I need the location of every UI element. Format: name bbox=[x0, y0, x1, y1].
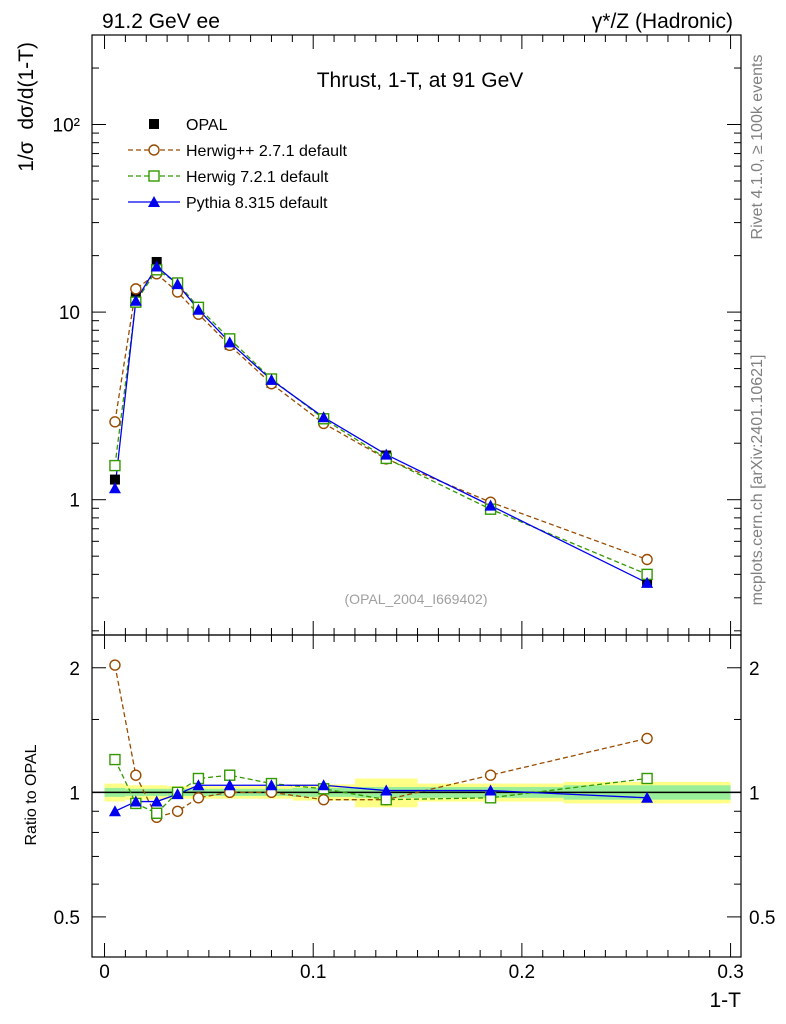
legend-label-square: Herwig 7.2.1 default bbox=[186, 169, 329, 186]
ratio-y-tick-label: 0.5 bbox=[54, 908, 80, 929]
ratio-point-triangle bbox=[641, 791, 654, 803]
series-point-circle bbox=[130, 283, 142, 295]
series-point-triangle bbox=[108, 482, 121, 494]
ratio-y-tick-label-right: 1 bbox=[749, 783, 760, 804]
ratio-point-square bbox=[380, 793, 392, 806]
series-point-triangle bbox=[129, 294, 142, 306]
legend: OPAL Herwig++ 2.7.1 default Herwig 7.2.1 d… bbox=[128, 117, 348, 212]
y-tick-label: 10² bbox=[53, 116, 80, 137]
ratio-y-tick-label: 1 bbox=[69, 783, 80, 804]
ratio-point-triangle bbox=[380, 784, 393, 796]
ratio-point-square bbox=[641, 772, 653, 785]
ratio-point-square bbox=[109, 753, 121, 766]
ratio-point-triangle bbox=[265, 779, 278, 791]
ratio-point-triangle bbox=[192, 779, 205, 791]
x-tick-label: 0.2 bbox=[509, 962, 535, 983]
series-point-triangle bbox=[484, 499, 497, 511]
ratio-point-circle bbox=[317, 793, 330, 806]
ratio-point-triangle bbox=[150, 795, 163, 807]
legend-marker-circle bbox=[148, 144, 160, 156]
mcplots-label: mcplots.cern.ch [arXiv:2401.10621] bbox=[749, 355, 766, 606]
ratio-series-layer bbox=[108, 659, 654, 824]
rivet-version-label: Rivet 4.1.0, ≥ 100k events bbox=[749, 55, 766, 240]
series-point-triangle bbox=[380, 448, 393, 460]
series-point-triangle bbox=[265, 373, 278, 385]
ratio-y-tick-label: 2 bbox=[69, 659, 80, 680]
main-series-layer bbox=[108, 256, 654, 588]
series-point-triangle bbox=[150, 260, 163, 272]
ratio-point-circle bbox=[130, 769, 142, 781]
series-point-triangle bbox=[641, 576, 654, 588]
ratio-point-triangle bbox=[171, 788, 184, 800]
ratio-point-triangle bbox=[223, 779, 236, 791]
header-right-label: γ*/Z (Hadronic) bbox=[592, 10, 733, 33]
ratio-point-triangle bbox=[108, 805, 121, 817]
ratio-y-tick-label-right: 0.5 bbox=[749, 908, 775, 929]
ratio-point-triangle bbox=[317, 779, 330, 791]
legend-label-circle: Herwig++ 2.7.1 default bbox=[186, 143, 348, 160]
ratio-point-circle bbox=[171, 805, 184, 817]
series-point-circle bbox=[641, 553, 653, 566]
y-tick-label: 1 bbox=[69, 491, 80, 512]
legend-label-data: OPAL bbox=[186, 117, 228, 134]
x-axis-label: 1-T bbox=[710, 989, 742, 1012]
ratio-point-triangle bbox=[129, 795, 142, 807]
x-tick-label: 0.3 bbox=[717, 962, 743, 983]
y-tick-label: 10 bbox=[59, 303, 80, 324]
header-left-label: 91.2 GeV ee bbox=[102, 10, 220, 33]
x-tick-label: 0 bbox=[99, 962, 110, 983]
data-point bbox=[109, 474, 120, 485]
ratio-point-circle bbox=[484, 769, 497, 781]
ratio-point-circle bbox=[192, 792, 205, 804]
series-point-triangle bbox=[223, 336, 236, 348]
chart-title: Thrust, 1-T, at 91 GeV bbox=[317, 69, 524, 92]
series-point-triangle bbox=[317, 411, 330, 423]
ratio-y-tick-label-right: 2 bbox=[749, 659, 760, 680]
legend-marker-square bbox=[148, 170, 160, 182]
legend-marker-data bbox=[149, 119, 159, 129]
main-axis-ticks: 1 10 10² bbox=[53, 34, 741, 635]
y-axis-label: 1/σ dσ/d(1-T) bbox=[15, 42, 38, 172]
ratio-point-circle bbox=[109, 659, 121, 671]
ratio-y-axis-label: Ratio to OPAL bbox=[23, 744, 40, 845]
x-tick-label: 0.1 bbox=[300, 962, 326, 983]
ratio-point-triangle bbox=[484, 784, 497, 796]
ratio-point-square bbox=[150, 807, 163, 819]
series-point-triangle bbox=[171, 278, 184, 290]
ratio-axis-ticks: 0 0.1 0.2 0.3 0.5 0.5 1 1 2 2 bbox=[54, 635, 775, 983]
series-point-triangle bbox=[192, 303, 205, 315]
legend-label-triangle: Pythia 8.315 default bbox=[186, 195, 328, 212]
ratio-point-circle bbox=[641, 732, 653, 745]
legend-marker-triangle bbox=[148, 196, 160, 207]
analysis-id: (OPAL_2004_I669402) bbox=[345, 591, 488, 607]
series-point-square bbox=[109, 459, 121, 472]
series-point-circle bbox=[109, 416, 121, 428]
ratio-point-square bbox=[224, 769, 236, 781]
ratio-plot-frame bbox=[91, 634, 742, 958]
